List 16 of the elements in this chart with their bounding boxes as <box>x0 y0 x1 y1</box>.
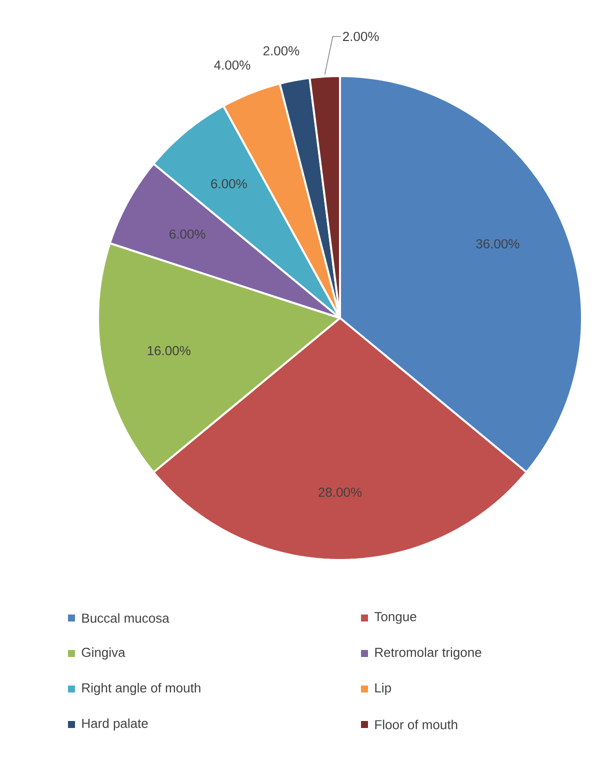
data-label: 2.00% <box>343 32 379 42</box>
legend-label: Hard palate <box>82 718 148 731</box>
legend-label: Lip <box>375 682 391 696</box>
legend-label: Buccal mucosa <box>82 613 170 623</box>
data-label: 36.00% <box>476 239 520 248</box>
legend-label: Tongue <box>374 612 416 624</box>
legend-label: Right angle of mouth <box>82 682 200 696</box>
data-label: 28.00% <box>318 488 362 497</box>
data-label: 4.00% <box>214 60 250 70</box>
data-label: 2.00% <box>263 46 300 56</box>
legend-label: Gingiva <box>82 647 126 660</box>
data-label: 16.00% <box>148 346 190 356</box>
legend-label: Retromolar trigone <box>375 647 482 660</box>
legend-label: Floor of mouth <box>375 720 458 730</box>
data-label: 6.00% <box>170 229 206 239</box>
data-label: 6.00% <box>211 179 247 188</box>
